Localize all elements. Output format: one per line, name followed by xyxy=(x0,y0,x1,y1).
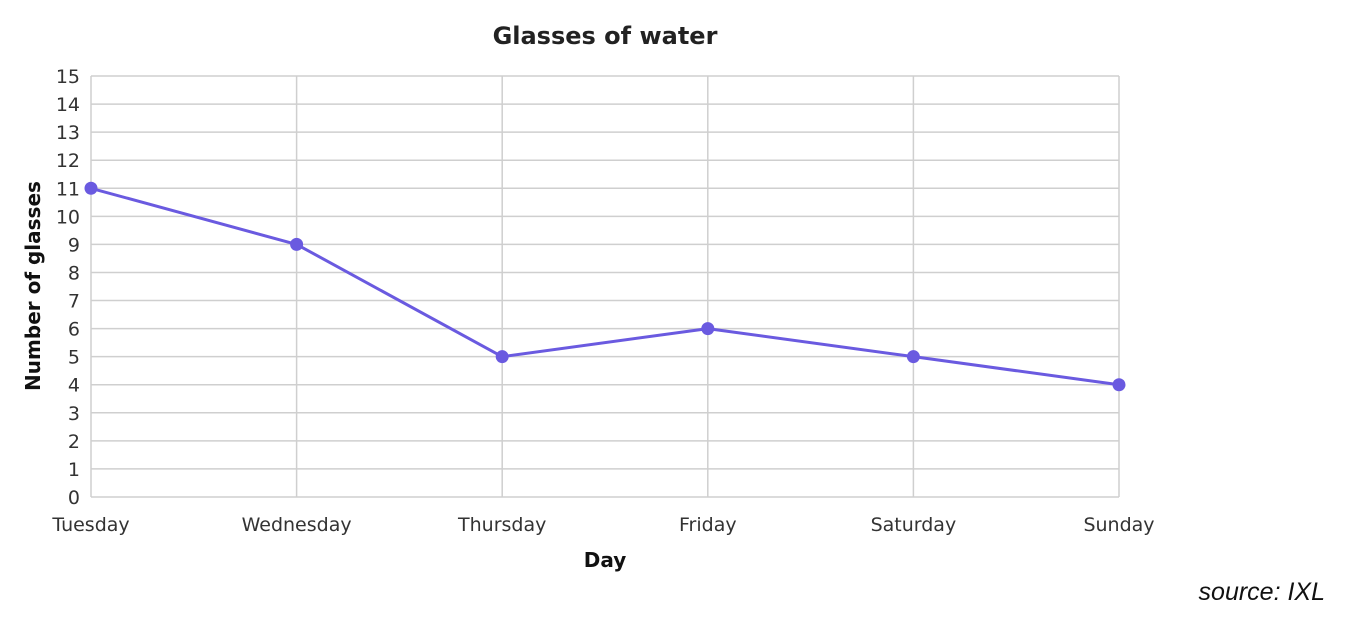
y-tick-label-2: 2 xyxy=(68,431,80,453)
data-point-tuesday xyxy=(84,181,98,195)
y-tick-label-11: 11 xyxy=(56,178,80,200)
y-tick-label-12: 12 xyxy=(56,150,80,172)
chart-title: Glasses of water xyxy=(493,22,718,50)
x-tick-label-wednesday: Wednesday xyxy=(242,514,352,536)
data-point-friday xyxy=(701,322,715,336)
y-tick-label-15: 15 xyxy=(56,66,80,88)
y-tick-label-0: 0 xyxy=(68,487,80,509)
data-point-wednesday xyxy=(290,237,304,251)
grid-lines xyxy=(90,75,1120,498)
series-line xyxy=(90,186,1120,387)
y-tick-label-10: 10 xyxy=(56,206,80,228)
y-axis-title: Number of glasses xyxy=(21,181,45,391)
y-tick-label-1: 1 xyxy=(68,459,80,481)
data-point-saturday xyxy=(906,350,920,364)
y-tick-label-3: 3 xyxy=(68,403,80,425)
data-point-thursday xyxy=(495,350,509,364)
y-tick-label-7: 7 xyxy=(68,291,80,313)
y-tick-label-4: 4 xyxy=(68,375,80,397)
x-axis-ticks: Tuesday Wednesday Thursday Friday Saturday Su… xyxy=(51,514,1154,536)
x-tick-label-friday: Friday xyxy=(679,514,737,536)
data-point-sunday xyxy=(1112,378,1126,392)
y-tick-label-13: 13 xyxy=(56,122,80,144)
series-water xyxy=(84,181,1126,392)
x-tick-label-saturday: Saturday xyxy=(871,514,957,536)
x-tick-label-tuesday: Tuesday xyxy=(51,514,129,536)
x-axis-title: Day xyxy=(584,548,627,572)
x-tick-label-thursday: Thursday xyxy=(457,514,546,536)
y-tick-label-6: 6 xyxy=(68,319,80,341)
y-tick-label-14: 14 xyxy=(56,94,80,116)
source-note: source: IXL xyxy=(1198,578,1325,606)
x-tick-label-sunday: Sunday xyxy=(1083,514,1154,536)
y-tick-label-8: 8 xyxy=(68,262,80,284)
y-tick-label-5: 5 xyxy=(68,347,80,369)
y-tick-label-9: 9 xyxy=(68,234,80,256)
